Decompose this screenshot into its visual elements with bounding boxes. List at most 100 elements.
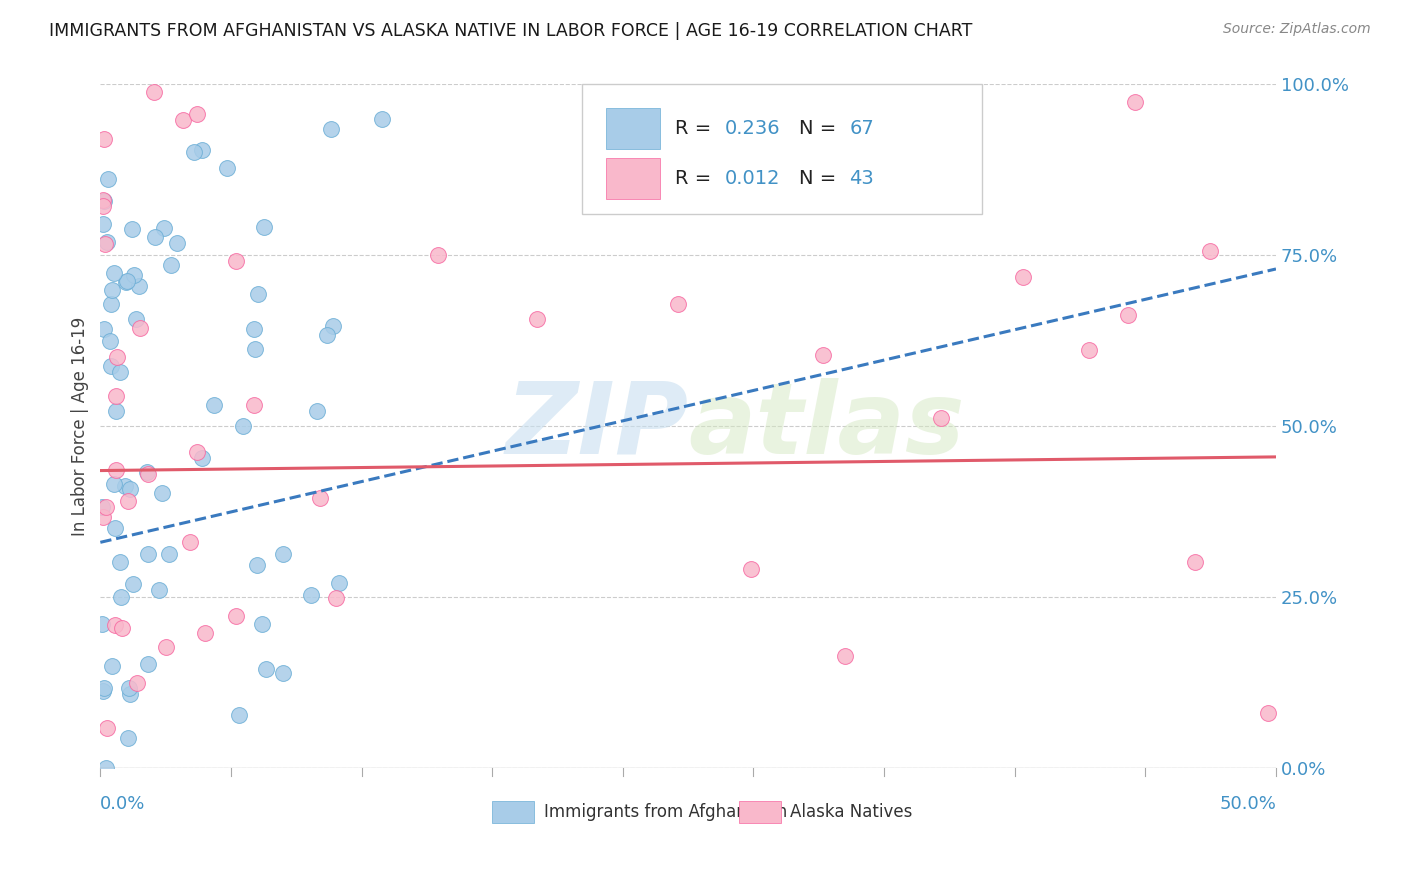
Point bbox=[316, 328, 339, 343]
Point bbox=[160, 259, 183, 273]
Point bbox=[526, 311, 548, 326]
Point bbox=[136, 467, 159, 482]
Point bbox=[90, 616, 112, 631]
Point bbox=[121, 222, 143, 236]
Point bbox=[118, 681, 141, 696]
Point bbox=[105, 350, 128, 364]
Point bbox=[96, 235, 118, 249]
Point bbox=[194, 625, 217, 640]
Point bbox=[243, 398, 266, 412]
Point bbox=[319, 122, 342, 136]
Point bbox=[136, 465, 159, 479]
Point bbox=[179, 534, 201, 549]
Point bbox=[250, 617, 273, 632]
Point bbox=[103, 477, 125, 491]
Text: Immigrants from Afghanistan: Immigrants from Afghanistan bbox=[544, 804, 787, 822]
Point bbox=[166, 235, 188, 250]
Point bbox=[186, 107, 208, 121]
Point bbox=[105, 404, 128, 418]
Text: Source: ZipAtlas.com: Source: ZipAtlas.com bbox=[1223, 22, 1371, 37]
Point bbox=[1199, 244, 1222, 258]
FancyBboxPatch shape bbox=[582, 85, 981, 214]
Point bbox=[100, 297, 122, 311]
Point bbox=[202, 398, 225, 412]
Point bbox=[253, 219, 276, 234]
Point bbox=[114, 275, 136, 289]
Point bbox=[93, 132, 115, 146]
Point bbox=[813, 348, 835, 362]
Point bbox=[104, 389, 127, 403]
Point bbox=[97, 172, 120, 186]
Point bbox=[1123, 95, 1146, 110]
Point bbox=[271, 547, 294, 561]
Point bbox=[105, 463, 128, 477]
Point bbox=[834, 648, 856, 663]
Point bbox=[155, 640, 177, 654]
Point bbox=[157, 547, 180, 561]
Point bbox=[217, 161, 239, 175]
Point bbox=[228, 707, 250, 722]
Point bbox=[118, 483, 141, 497]
Point bbox=[127, 675, 149, 690]
Point bbox=[186, 445, 208, 459]
Point bbox=[108, 365, 131, 379]
Point bbox=[93, 237, 115, 252]
Point bbox=[243, 342, 266, 356]
Point bbox=[100, 283, 122, 297]
Point bbox=[243, 322, 266, 336]
Point bbox=[426, 248, 449, 262]
Point bbox=[254, 662, 277, 676]
Point bbox=[371, 112, 394, 126]
Text: 50.0%: 50.0% bbox=[1219, 795, 1277, 814]
Point bbox=[322, 319, 344, 334]
Point bbox=[91, 199, 114, 213]
Point bbox=[271, 666, 294, 681]
Point bbox=[122, 268, 145, 282]
Point bbox=[232, 418, 254, 433]
Point bbox=[125, 312, 148, 326]
Point bbox=[740, 562, 762, 576]
Text: IMMIGRANTS FROM AFGHANISTAN VS ALASKA NATIVE IN LABOR FORCE | AGE 16-19 CORRELAT: IMMIGRANTS FROM AFGHANISTAN VS ALASKA NA… bbox=[49, 22, 973, 40]
Point bbox=[1184, 555, 1206, 569]
Point bbox=[104, 521, 127, 535]
Point bbox=[1012, 270, 1035, 285]
Point bbox=[91, 193, 114, 207]
Point bbox=[98, 334, 121, 348]
Point bbox=[1116, 308, 1139, 322]
Point bbox=[153, 220, 176, 235]
Point bbox=[631, 129, 654, 144]
Point bbox=[301, 589, 323, 603]
Point bbox=[225, 253, 247, 268]
Point bbox=[666, 297, 689, 311]
Text: Alaska Natives: Alaska Natives bbox=[790, 804, 912, 822]
Point bbox=[1077, 343, 1099, 357]
Point bbox=[117, 731, 139, 745]
Text: R =: R = bbox=[675, 119, 717, 138]
Point bbox=[150, 486, 173, 500]
Point bbox=[325, 591, 347, 606]
Point bbox=[100, 659, 122, 673]
Text: 0.236: 0.236 bbox=[724, 119, 780, 138]
Point bbox=[225, 609, 247, 624]
Point bbox=[91, 684, 114, 698]
Point bbox=[91, 217, 114, 231]
Point bbox=[108, 555, 131, 569]
Point bbox=[96, 761, 118, 775]
Point bbox=[307, 404, 329, 418]
FancyBboxPatch shape bbox=[606, 108, 659, 149]
Point bbox=[93, 681, 115, 696]
FancyBboxPatch shape bbox=[738, 801, 780, 823]
Point bbox=[91, 509, 114, 524]
Point bbox=[929, 411, 952, 425]
Text: N =: N = bbox=[799, 119, 842, 138]
Point bbox=[110, 621, 132, 635]
Point bbox=[96, 721, 118, 735]
Point bbox=[191, 143, 214, 157]
Point bbox=[142, 85, 165, 99]
Text: ZIP: ZIP bbox=[505, 377, 688, 475]
FancyBboxPatch shape bbox=[492, 801, 534, 823]
FancyBboxPatch shape bbox=[606, 158, 659, 199]
Text: 0.012: 0.012 bbox=[724, 169, 780, 188]
Point bbox=[183, 145, 205, 160]
Point bbox=[122, 577, 145, 591]
